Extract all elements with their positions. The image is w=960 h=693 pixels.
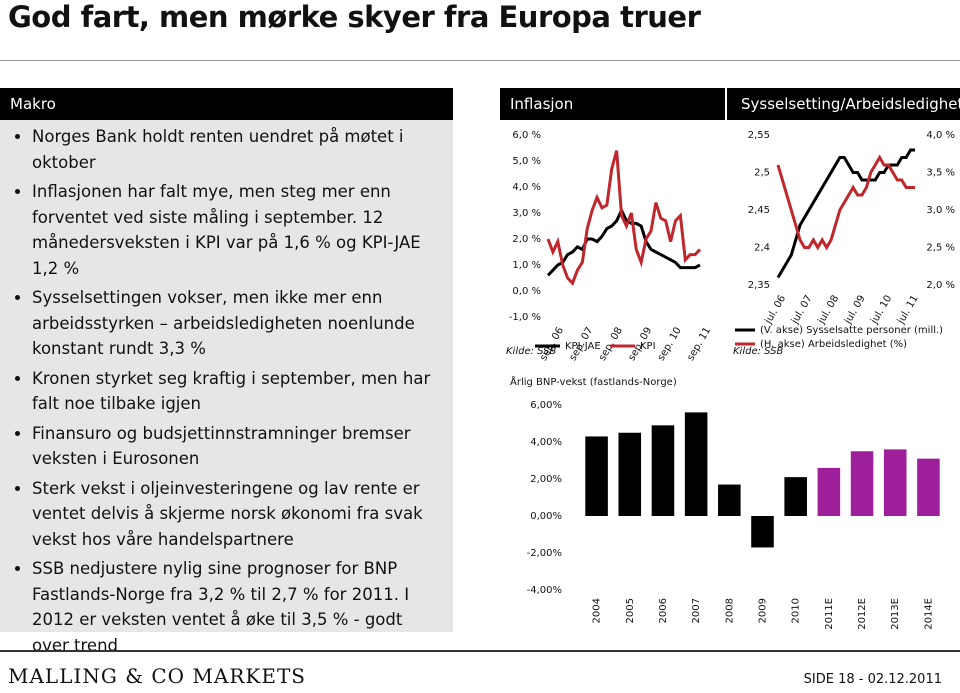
y-tick-label: 2,00%	[530, 474, 562, 485]
y2-tick-label: 4,0 %	[926, 130, 955, 141]
bar	[585, 436, 608, 516]
series-line	[546, 150, 702, 286]
y-tick-label: 4,00%	[530, 437, 562, 448]
x-tick-label: 2009	[758, 598, 769, 623]
panel-header: Inflasjon	[500, 88, 725, 120]
bar	[618, 432, 642, 516]
y-tick-label: 2,4	[754, 243, 770, 254]
x-tick-label: sep. 11	[685, 326, 713, 363]
bullet: Norges Bank holdt renten uendret på møte…	[32, 124, 439, 175]
y-tick-label: 6,0 %	[512, 130, 541, 141]
legend-label: KPI-JAE	[565, 341, 601, 352]
bullet: Kronen styrket seg kraftig i september, …	[32, 366, 439, 417]
x-tick-label: jul. 09	[842, 294, 868, 327]
series-line	[546, 206, 701, 277]
y-tick-label: 5,0 %	[512, 156, 541, 167]
y-tick-label: 2,5	[754, 168, 770, 179]
legend-label: (V. akse) Sysselsatte personer (mill.)	[760, 325, 943, 336]
x-tick-label: 2005	[625, 598, 636, 623]
x-tick-label: 2008	[724, 598, 735, 623]
bar	[784, 477, 807, 516]
slide-title: God fart, men mørke skyer fra Europa tru…	[8, 0, 701, 34]
bar	[883, 449, 907, 516]
divider	[0, 60, 960, 61]
divider	[0, 650, 960, 652]
logo: MALLING & CO MARKETS	[8, 664, 306, 688]
y-tick-label: 6,00%	[530, 400, 562, 411]
y2-tick-label: 2,5 %	[926, 243, 955, 254]
bullet: Sterk vekst i oljeinvesteringene og lav …	[32, 476, 439, 553]
y-tick-label: 2,35	[748, 280, 770, 291]
bar	[917, 458, 940, 516]
y-tick-label: -2,00%	[527, 548, 562, 559]
x-tick-label: jul. 11	[895, 294, 921, 327]
y-tick-label: 2,55	[748, 130, 770, 141]
page-number: SIDE 18 - 02.12.2011	[803, 672, 942, 687]
x-tick-label: sep. 10	[656, 326, 684, 363]
bar	[651, 425, 675, 516]
x-tick-label: 2013E	[890, 598, 901, 630]
bar	[850, 451, 874, 516]
bullet: Sysselsettingen vokser, men ikke mer enn…	[32, 285, 439, 362]
y-tick-label: 1,0 %	[512, 260, 541, 271]
x-tick-label: 2007	[691, 598, 702, 623]
legend-label: (H. akse) Arbeidsledighet (%)	[760, 339, 907, 350]
bullet: Finansuro og budsjettinnstramninger brem…	[32, 421, 439, 472]
bar	[718, 484, 741, 516]
y-tick-label: 2,45	[748, 205, 770, 216]
y-tick-label: 2,0 %	[512, 234, 541, 245]
y-tick-label: 4,0 %	[512, 182, 541, 193]
panel-header: Sysselsetting/Arbeidsledighet	[727, 88, 960, 120]
bar	[684, 412, 708, 516]
y-tick-label: 3,0 %	[512, 208, 541, 219]
bar	[751, 516, 774, 548]
legend-label: KPI	[640, 341, 656, 352]
x-tick-label: 2011E	[824, 598, 835, 630]
x-tick-label: jul. 08	[816, 294, 842, 327]
source-note: Kilde: SSB	[733, 346, 784, 357]
y-tick-label: 0,00%	[530, 511, 562, 522]
x-tick-label: 2010	[791, 598, 802, 623]
bar	[817, 467, 841, 516]
series-line	[776, 154, 915, 251]
y2-tick-label: 3,0 %	[926, 205, 955, 216]
x-tick-label: 2012E	[857, 598, 868, 630]
x-tick-label: jul. 10	[869, 294, 895, 327]
x-tick-label: 2004	[592, 598, 603, 623]
x-tick-label: sep. 08	[597, 326, 625, 363]
x-tick-label: 2006	[658, 598, 669, 623]
x-tick-label: 2014E	[923, 598, 934, 630]
y-tick-label: 0,0 %	[512, 286, 541, 297]
y-tick-label: -4,00%	[527, 585, 562, 596]
y2-tick-label: 2,0 %	[926, 280, 955, 291]
series-line	[776, 148, 915, 279]
source-note: Kilde: SSB	[506, 346, 557, 357]
bullet: SSB nedjustere nylig sine prognoser for …	[32, 556, 439, 658]
y2-tick-label: 3,5 %	[926, 168, 955, 179]
bullet-list: Norges Bank holdt renten uendret på møte…	[0, 124, 453, 658]
x-tick-label: jul. 06	[763, 294, 789, 327]
x-tick-label: sep. 06	[538, 326, 566, 363]
y-tick-label: -1,0 %	[509, 312, 541, 323]
chart-title: Årlig BNP-vekst (fastlands-Norge)	[510, 375, 677, 388]
panel-header: Makro	[0, 88, 453, 120]
x-tick-label: jul. 07	[789, 294, 815, 327]
makro-panel: Norges Bank holdt renten uendret på møte…	[0, 120, 453, 655]
bullet: Inflasjonen har falt mye, men steg mer e…	[32, 179, 439, 281]
